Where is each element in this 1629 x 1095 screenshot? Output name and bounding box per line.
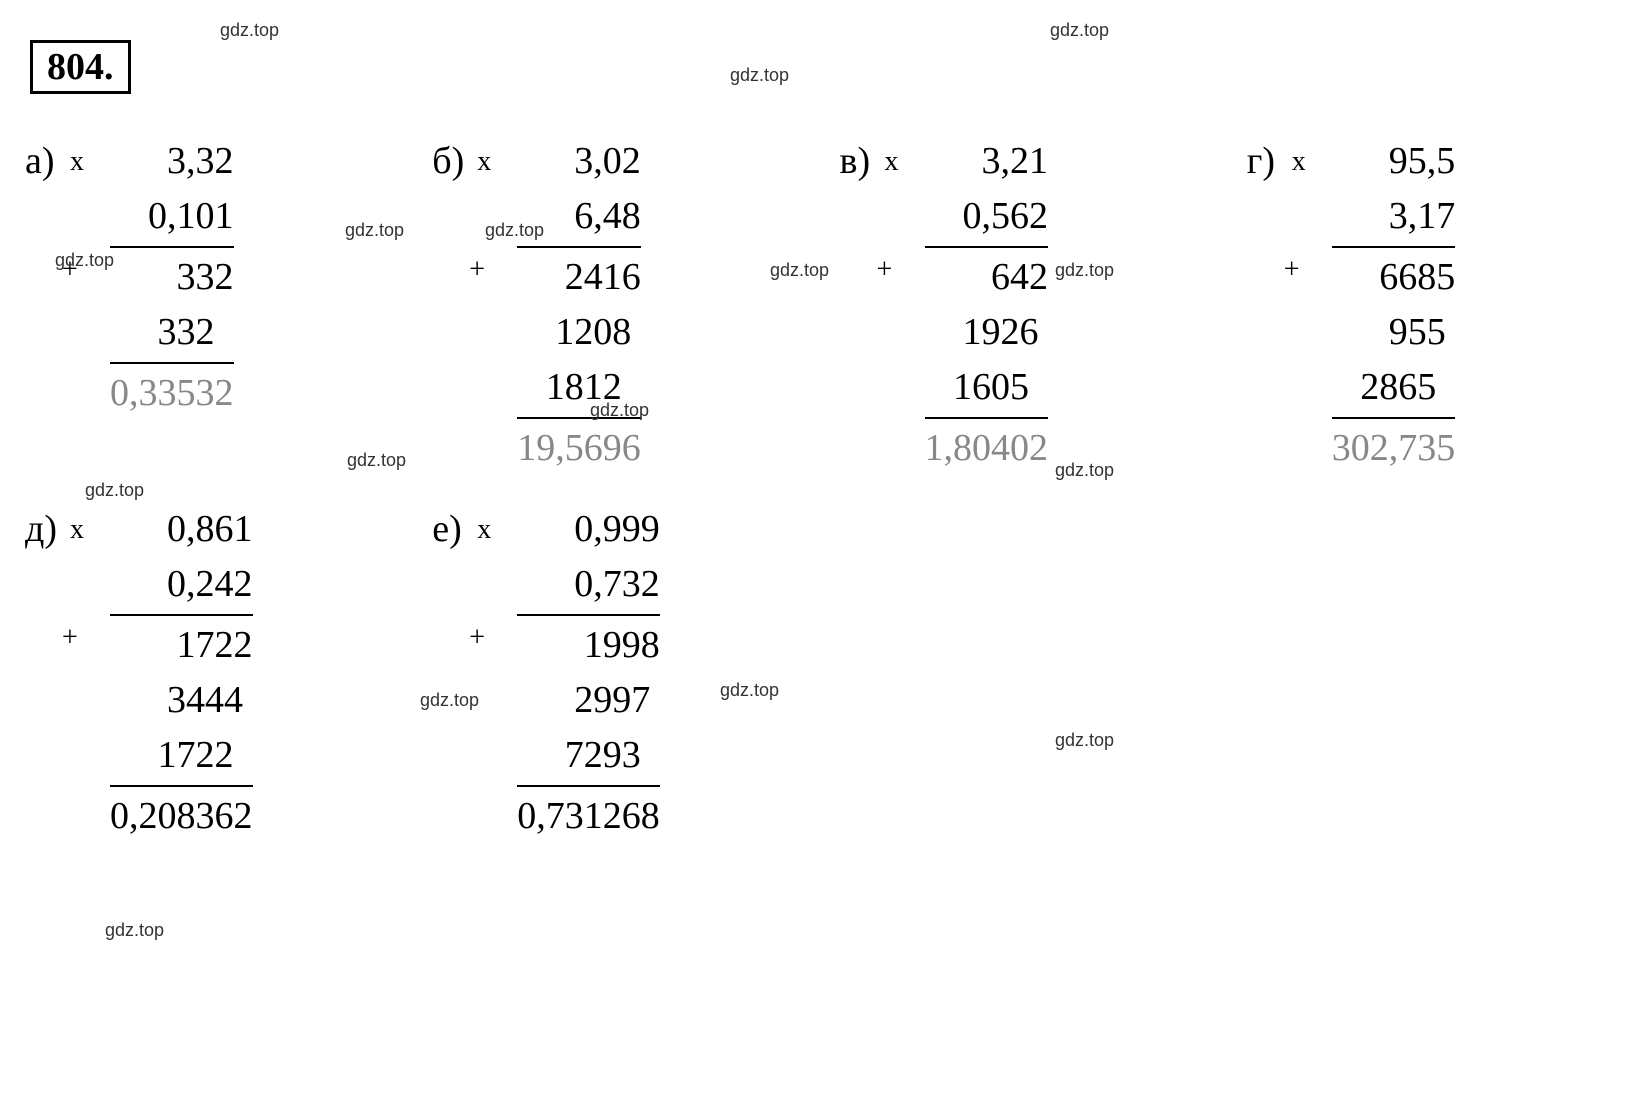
problem-g-label: г) [1247,134,1275,189]
problem-b-calc: х 3,02 6,48 +2416 1208 1812 19,5696 [517,134,641,477]
watermark-text: gdz.top [347,450,406,471]
multiplicand: 95,5 [1332,134,1456,189]
partial-3: 2865 [1332,360,1456,415]
problem-v: в) х 3,21 0,562 +642 1926 1605 1,80402 [845,134,1192,477]
partial-1: +332 [110,250,234,305]
partial-2: 3444 [110,673,253,728]
line [517,246,641,248]
partial-1: +1998 [517,618,660,673]
multiplier: 0,101 [110,189,234,244]
line [925,417,1049,419]
problem-e-label: е) [432,502,462,557]
line [1332,246,1456,248]
multiplier: 0,242 [110,557,253,612]
line [925,246,1049,248]
partial-1: +1722 [110,618,253,673]
partial-1: +2416 [517,250,641,305]
partial-3: 1722 [110,728,253,783]
problem-e-calc: х 0,999 0,732 +1998 2997 7293 0,731268 [517,502,660,845]
watermark-text: gdz.top [55,250,114,271]
problem-b: б) х 3,02 6,48 +2416 1208 1812 19,5696 [437,134,784,477]
result: 0,731268 [517,789,660,844]
watermark-text: gdz.top [1050,20,1109,41]
watermark-text: gdz.top [1055,730,1114,751]
partial-2: 955 [1332,305,1456,360]
watermark-text: gdz.top [1055,460,1114,481]
multiplier: 3,17 [1332,189,1456,244]
plus-sign-icon: + [469,250,485,291]
partial-2: 1926 [925,305,1049,360]
problem-a-label: а) [25,134,55,189]
partial-3: 1605 [925,360,1049,415]
result: 0,33532 [110,366,234,421]
problem-d-calc: х 0,861 0,242 +1722 3444 1722 0,208362 [110,502,253,845]
mult-sign-icon: х [70,510,84,551]
partial-2: 1208 [517,305,641,360]
watermark-text: gdz.top [220,20,279,41]
multiplicand: 3,32 [110,134,234,189]
exercise-number: 804. [30,40,131,94]
problems-row-1: а) х 3,32 0,101 +332 332 0,33532 б) х 3,… [30,134,1599,477]
plus-sign-icon: + [1284,250,1300,291]
watermark-text: gdz.top [345,220,404,241]
problem-v-label: в) [840,134,871,189]
watermark-text: gdz.top [730,65,789,86]
result: 302,735 [1332,421,1456,476]
problem-g: г) х 95,5 3,17 +6685 955 2865 302,735 [1252,134,1599,477]
watermark-text: gdz.top [105,920,164,941]
mult-sign-icon: х [477,510,491,551]
watermark-text: gdz.top [770,260,829,281]
problem-v-calc: х 3,21 0,562 +642 1926 1605 1,80402 [925,134,1049,477]
result: 19,5696 [517,421,641,476]
line [517,614,660,616]
line [1332,417,1456,419]
problem-d: д) х 0,861 0,242 +1722 3444 1722 0,20836… [30,502,377,845]
watermark-text: gdz.top [720,680,779,701]
watermark-text: gdz.top [590,400,649,421]
mult-sign-icon: х [70,142,84,183]
result: 1,80402 [925,421,1049,476]
line [110,614,253,616]
multiplier: 0,562 [925,189,1049,244]
line [110,362,234,364]
line [517,785,660,787]
problem-d-label: д) [25,502,57,557]
plus-sign-icon: + [469,618,485,659]
partial-3: 7293 [517,728,660,783]
watermark-text: gdz.top [485,220,544,241]
multiplicand: 0,999 [517,502,660,557]
partial-2: 332 [110,305,234,360]
problem-a: а) х 3,32 0,101 +332 332 0,33532 [30,134,377,477]
problem-a-calc: х 3,32 0,101 +332 332 0,33532 [110,134,234,421]
multiplicand: 0,861 [110,502,253,557]
plus-sign-icon: + [877,250,893,291]
line [110,785,253,787]
multiplicand: 3,21 [925,134,1049,189]
multiplicand: 3,02 [517,134,641,189]
watermark-text: gdz.top [1055,260,1114,281]
problems-row-2: д) х 0,861 0,242 +1722 3444 1722 0,20836… [30,502,1599,845]
problem-g-calc: х 95,5 3,17 +6685 955 2865 302,735 [1332,134,1456,477]
problem-e: е) х 0,999 0,732 +1998 2997 7293 0,73126… [437,502,784,845]
mult-sign-icon: х [477,142,491,183]
partial-1: +6685 [1332,250,1456,305]
mult-sign-icon: х [885,142,899,183]
multiplier: 0,732 [517,557,660,612]
result: 0,208362 [110,789,253,844]
partial-2: 2997 [517,673,660,728]
watermark-text: gdz.top [420,690,479,711]
partial-1: +642 [925,250,1049,305]
line [110,246,234,248]
plus-sign-icon: + [62,618,78,659]
problem-b-label: б) [432,134,464,189]
watermark-text: gdz.top [85,480,144,501]
mult-sign-icon: х [1292,142,1306,183]
